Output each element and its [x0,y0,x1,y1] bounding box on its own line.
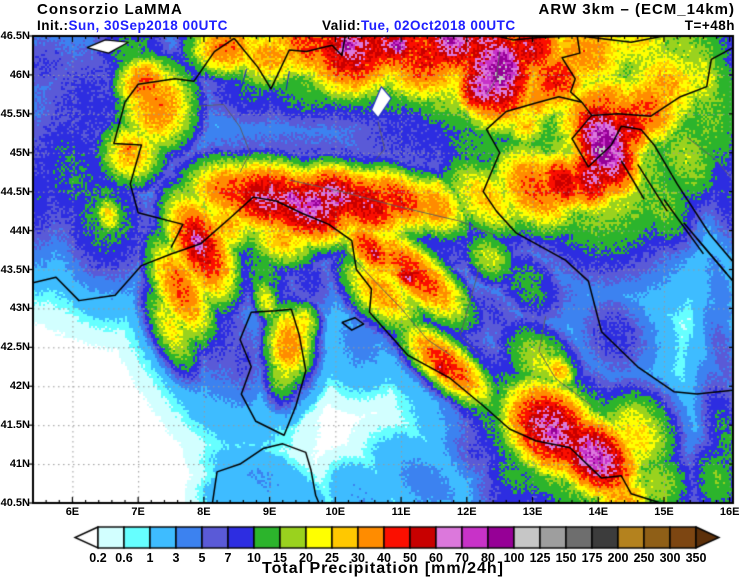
colorbar-caption: Total Precipitation [mm/24h] [262,560,504,577]
colorbar-level-label: 1 [146,551,154,565]
colorbar-level-label: 200 [607,551,629,565]
colorbar-level-label: 50 [403,551,417,565]
colorbar-level-label: 350 [685,551,707,565]
init-label: Init.: [37,18,69,33]
colorbar-level-label: 10 [247,551,261,565]
colorbar-level-label: 70 [455,551,469,565]
lon-tick-label: 13E [522,506,543,518]
colorbar-level-label: 100 [503,551,525,565]
lat-tick-label: 43.5N [0,263,30,276]
lon-tick-label: 12E [457,506,477,518]
colorbar-level-label: 7 [224,551,232,565]
colorbar-level-label: 150 [555,551,577,565]
colorbar-level-label: 25 [325,551,339,565]
init-value: Sun, 30Sep2018 00UTC [68,18,228,33]
lon-tick-label: 7E [131,506,145,518]
colorbar-level-label: 3 [172,551,180,565]
colorbar-level-label: 80 [481,551,495,565]
init-line: Init.:Sun, 30Sep2018 00UTC [37,18,228,33]
lon-tick-label: 16E [719,506,740,518]
lat-tick-label: 46N [9,68,30,81]
colorbar-level-label: 250 [633,551,655,565]
colorbar-level-label: 300 [659,551,681,565]
lat-tick-label: 42.5N [0,341,30,354]
lon-tick-label: 14E [588,506,609,518]
lon-tick-label: 8E [197,506,211,518]
colorbar-level-label: 125 [529,551,551,565]
lat-tick-label: 44.5N [0,185,30,198]
colorbar-level-label: 20 [299,551,313,565]
lead-time: T=+48h [684,18,735,33]
colorbar-level-label: 0.6 [115,551,133,565]
lat-tick-label: 42N [9,380,30,393]
lat-tick-label: 45.5N [0,107,30,120]
colorbar-level-label: 60 [429,551,443,565]
valid-value: Tue, 02Oct2018 00UTC [361,18,516,33]
colorbar-level-label: 0.2 [89,551,107,565]
brand-title: Consorzio LaMMA [37,1,183,18]
lat-tick-label: 40.5N [0,497,30,509]
lon-tick-label: 10E [325,506,346,518]
valid-label: Valid: [322,18,362,33]
valid-line: Valid:Tue, 02Oct2018 00UTC [322,18,516,33]
lat-tick-label: 41N [9,458,30,471]
lat-tick-label: 41.5N [0,419,30,432]
colorbar-level-label: 175 [581,551,603,565]
lon-tick-label: 9E [262,506,277,518]
lat-tick-label: 46.5N [0,30,30,42]
lon-tick-label: 6E [65,506,80,518]
colorbar-level-label: 5 [198,551,206,565]
model-title: ARW 3km – (ECM_14km) [538,1,735,18]
lat-tick-label: 45N [9,146,30,159]
lat-tick-label: 43N [9,302,30,315]
colorbar-level-label: 30 [351,551,365,565]
colorbar-level-label: 15 [273,551,287,565]
lon-tick-label: 11E [391,506,411,518]
colorbar-level-label: 40 [377,551,391,565]
lon-tick-label: 15E [654,506,674,518]
lat-tick-label: 44N [9,224,30,237]
